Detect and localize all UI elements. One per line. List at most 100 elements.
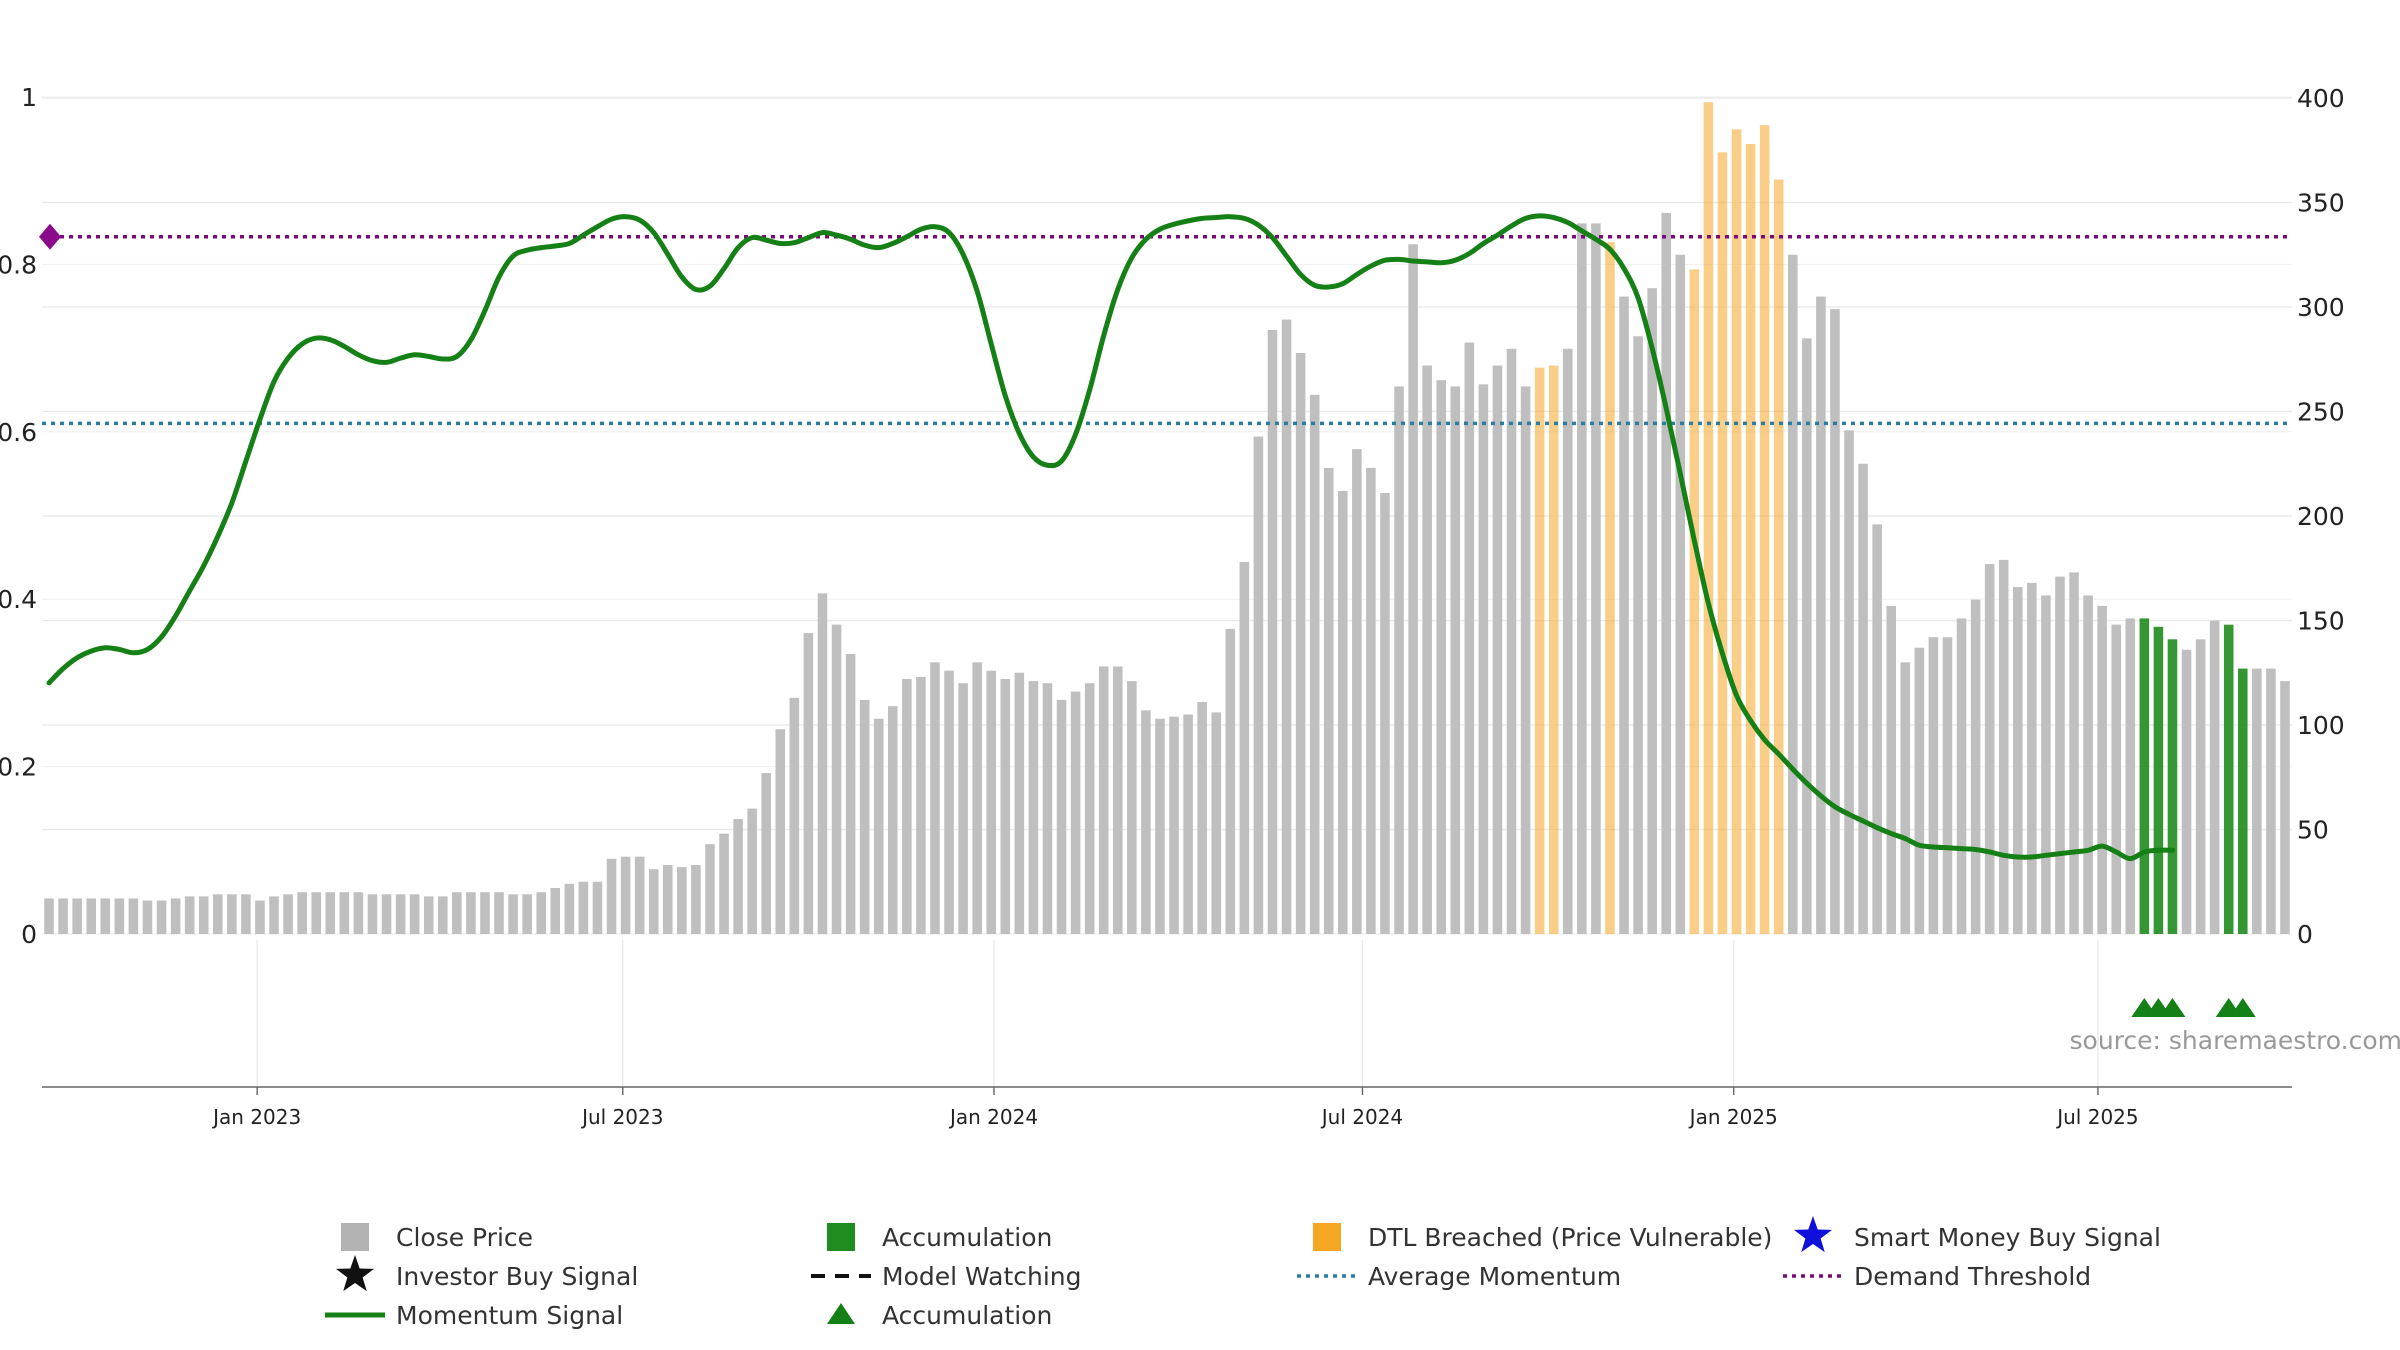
- left-tick-label: 0: [21, 920, 37, 949]
- close-price-bar: [648, 869, 659, 934]
- close-price-bar: [1028, 681, 1039, 934]
- close-price-bar: [1422, 365, 1432, 934]
- close-price-bar: [1084, 683, 1095, 934]
- close-price-bar: [184, 896, 195, 934]
- dtl-breached-bar: [1773, 179, 1784, 934]
- x-tick-label: Jan 2025: [1688, 1105, 1778, 1129]
- legend-star-icon: [335, 1255, 375, 1292]
- legend: Close Price Investor Buy Signal Momentum S…: [325, 1216, 2161, 1330]
- accumulation-bar: [2167, 639, 2178, 934]
- close-price-bar: [438, 896, 448, 934]
- legend-item-close-price: Close Price: [341, 1223, 533, 1252]
- close-price-bar: [1970, 599, 1981, 934]
- close-price-bar: [1914, 647, 1925, 934]
- close-price-bar: [986, 670, 996, 934]
- close-price-bar: [831, 624, 842, 934]
- accumulation-marker: [2159, 998, 2186, 1017]
- close-price-bar: [845, 653, 856, 934]
- left-tick-label: 0.2: [0, 753, 37, 782]
- left-tick-label: 0.8: [0, 250, 37, 279]
- close-price-bar: [1563, 348, 1573, 934]
- close-price-bar: [1942, 637, 1953, 934]
- close-price-bar: [213, 894, 223, 934]
- dtl-breached-bar: [1605, 242, 1615, 934]
- axes: 0 0.2 0.4 0.6 0.8 1 0 50 100 150 200 250 300 350 400 Ja…: [0, 83, 2345, 1129]
- close-price-bar: [2125, 618, 2136, 934]
- close-price-bar: [255, 900, 265, 934]
- close-price-bar: [592, 881, 603, 934]
- close-price-bar: [1000, 679, 1011, 934]
- close-price-bar: [494, 892, 504, 934]
- dtl-breached-bar: [1745, 143, 1756, 935]
- legend-triangle-icon: [827, 1303, 855, 1324]
- close-price-bar: [2111, 624, 2121, 934]
- close-price-bar: [775, 729, 786, 934]
- close-price-bar: [142, 900, 153, 934]
- close-price-bar: [353, 892, 364, 934]
- legend-swatch: [1313, 1223, 1341, 1251]
- dtl-breached-bar: [1534, 367, 1545, 934]
- close-price-bar: [972, 662, 982, 934]
- close-price-bar: [958, 683, 968, 934]
- legend-label: DTL Breached (Price Vulnerable): [1368, 1223, 1772, 1252]
- close-price-bar: [466, 892, 476, 934]
- close-price-bar: [1506, 348, 1517, 934]
- legend-label: Close Price: [396, 1223, 533, 1252]
- close-price-bar: [1197, 702, 1207, 934]
- accumulation-bar: [2238, 668, 2248, 934]
- x-tick-label: Jul 2024: [1320, 1105, 1403, 1129]
- legend-swatch: [341, 1223, 369, 1251]
- legend-item-accumulation-marker: Accumulation: [827, 1301, 1052, 1330]
- x-tick-label: Jan 2023: [211, 1105, 301, 1129]
- right-tick-label: 350: [2297, 189, 2345, 218]
- accumulation-bar: [2223, 624, 2234, 934]
- close-price-bar: [311, 892, 321, 934]
- reference-lines: [39, 223, 2292, 426]
- close-price-bar: [1830, 309, 1840, 935]
- right-tick-label: 300: [2297, 293, 2345, 322]
- close-price-bar: [1323, 467, 1334, 934]
- close-price-bar: [58, 898, 68, 934]
- close-price-bar: [2055, 576, 2065, 934]
- close-price-bar: [803, 633, 814, 934]
- x-tick-label: Jul 2025: [2055, 1105, 2138, 1129]
- close-price-bar: [1183, 714, 1193, 934]
- close-price-bar: [902, 679, 912, 934]
- close-price-bar: [620, 856, 631, 934]
- close-price-bar: [1619, 296, 1629, 934]
- close-price-bar: [719, 833, 729, 934]
- accumulation-bar: [2139, 618, 2150, 934]
- demand-threshold-diamond: [39, 223, 61, 250]
- close-price-bar: [1802, 338, 1812, 935]
- close-price-bar: [1169, 716, 1179, 934]
- legend-item-smart-money: Smart Money Buy Signal: [1793, 1216, 2161, 1253]
- close-price-bar: [2266, 668, 2276, 934]
- close-price-bar: [227, 894, 237, 934]
- legend-item-model-watching: Model Watching: [811, 1262, 1082, 1291]
- dtl-breached-bar: [1548, 365, 1559, 934]
- right-tick-label: 200: [2297, 502, 2345, 531]
- close-price-bar: [1352, 449, 1362, 934]
- close-price-bar: [156, 900, 167, 934]
- left-tick-label: 0.4: [0, 585, 37, 614]
- close-price-bar: [1928, 637, 1939, 934]
- right-tick-label: 250: [2297, 398, 2345, 427]
- close-price-bar: [1633, 336, 1643, 934]
- signal-markers: [2131, 998, 2256, 1017]
- close-price-bar: [1661, 212, 1671, 934]
- legend-item-demand-threshold: Demand Threshold: [1783, 1262, 2091, 1291]
- close-price-bar: [1788, 254, 1798, 934]
- close-price-bar: [1225, 628, 1236, 934]
- close-price-bar: [1984, 564, 1995, 934]
- legend-item-average-momentum: Average Momentum: [1297, 1262, 1621, 1291]
- left-tick-label: 0.6: [0, 418, 37, 447]
- close-price-bar: [1281, 319, 1292, 934]
- close-price-bar: [550, 888, 561, 934]
- close-price-bar: [1141, 710, 1151, 934]
- close-price-bar: [606, 858, 617, 934]
- close-price-bar: [283, 894, 293, 934]
- close-price-bar: [747, 808, 757, 934]
- close-price-bar: [2209, 620, 2220, 934]
- close-price-bar: [1408, 244, 1418, 935]
